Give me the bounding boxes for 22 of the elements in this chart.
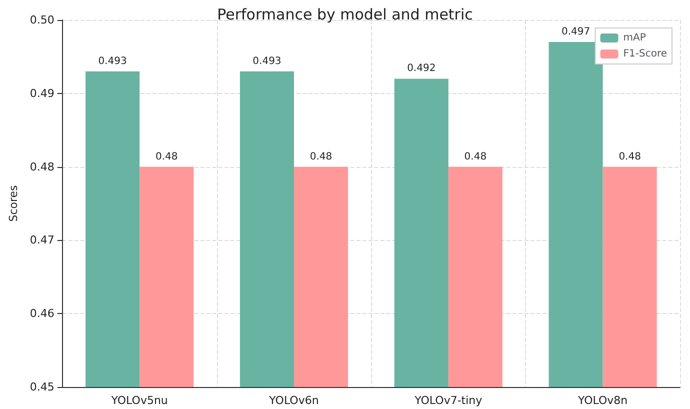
x-tick-label: YOLOv6n	[268, 394, 319, 407]
data-label: 0.48	[155, 151, 178, 162]
y-tick-label: 0.47	[30, 234, 54, 247]
data-label: 0.493	[252, 56, 282, 67]
chart-title: Performance by model and metric	[217, 6, 473, 24]
y-tick-label: 0.45	[30, 380, 54, 394]
y-axis-title: Scores	[7, 184, 20, 222]
data-label: 0.493	[98, 56, 127, 67]
y-tick-label: 0.49	[30, 86, 54, 100]
data-label: 0.497	[561, 26, 590, 38]
data-label: 0.492	[407, 63, 436, 74]
y-tick-label: 0.48	[30, 160, 54, 174]
y-tick-label: 0.50	[30, 14, 54, 26]
legend-label: F1-Score	[623, 48, 668, 60]
data-label: 0.48	[464, 151, 487, 162]
y-tick-label: 0.46	[30, 307, 54, 320]
data-label: 0.48	[310, 151, 332, 162]
x-tick-label: YOLOv8n	[576, 394, 628, 407]
x-tick-label: YOLOv5nu	[110, 394, 168, 407]
data-label: 0.48	[618, 151, 641, 162]
legend-label: mAP	[623, 32, 646, 44]
x-tick-label: YOLOv7-tiny	[414, 394, 483, 407]
